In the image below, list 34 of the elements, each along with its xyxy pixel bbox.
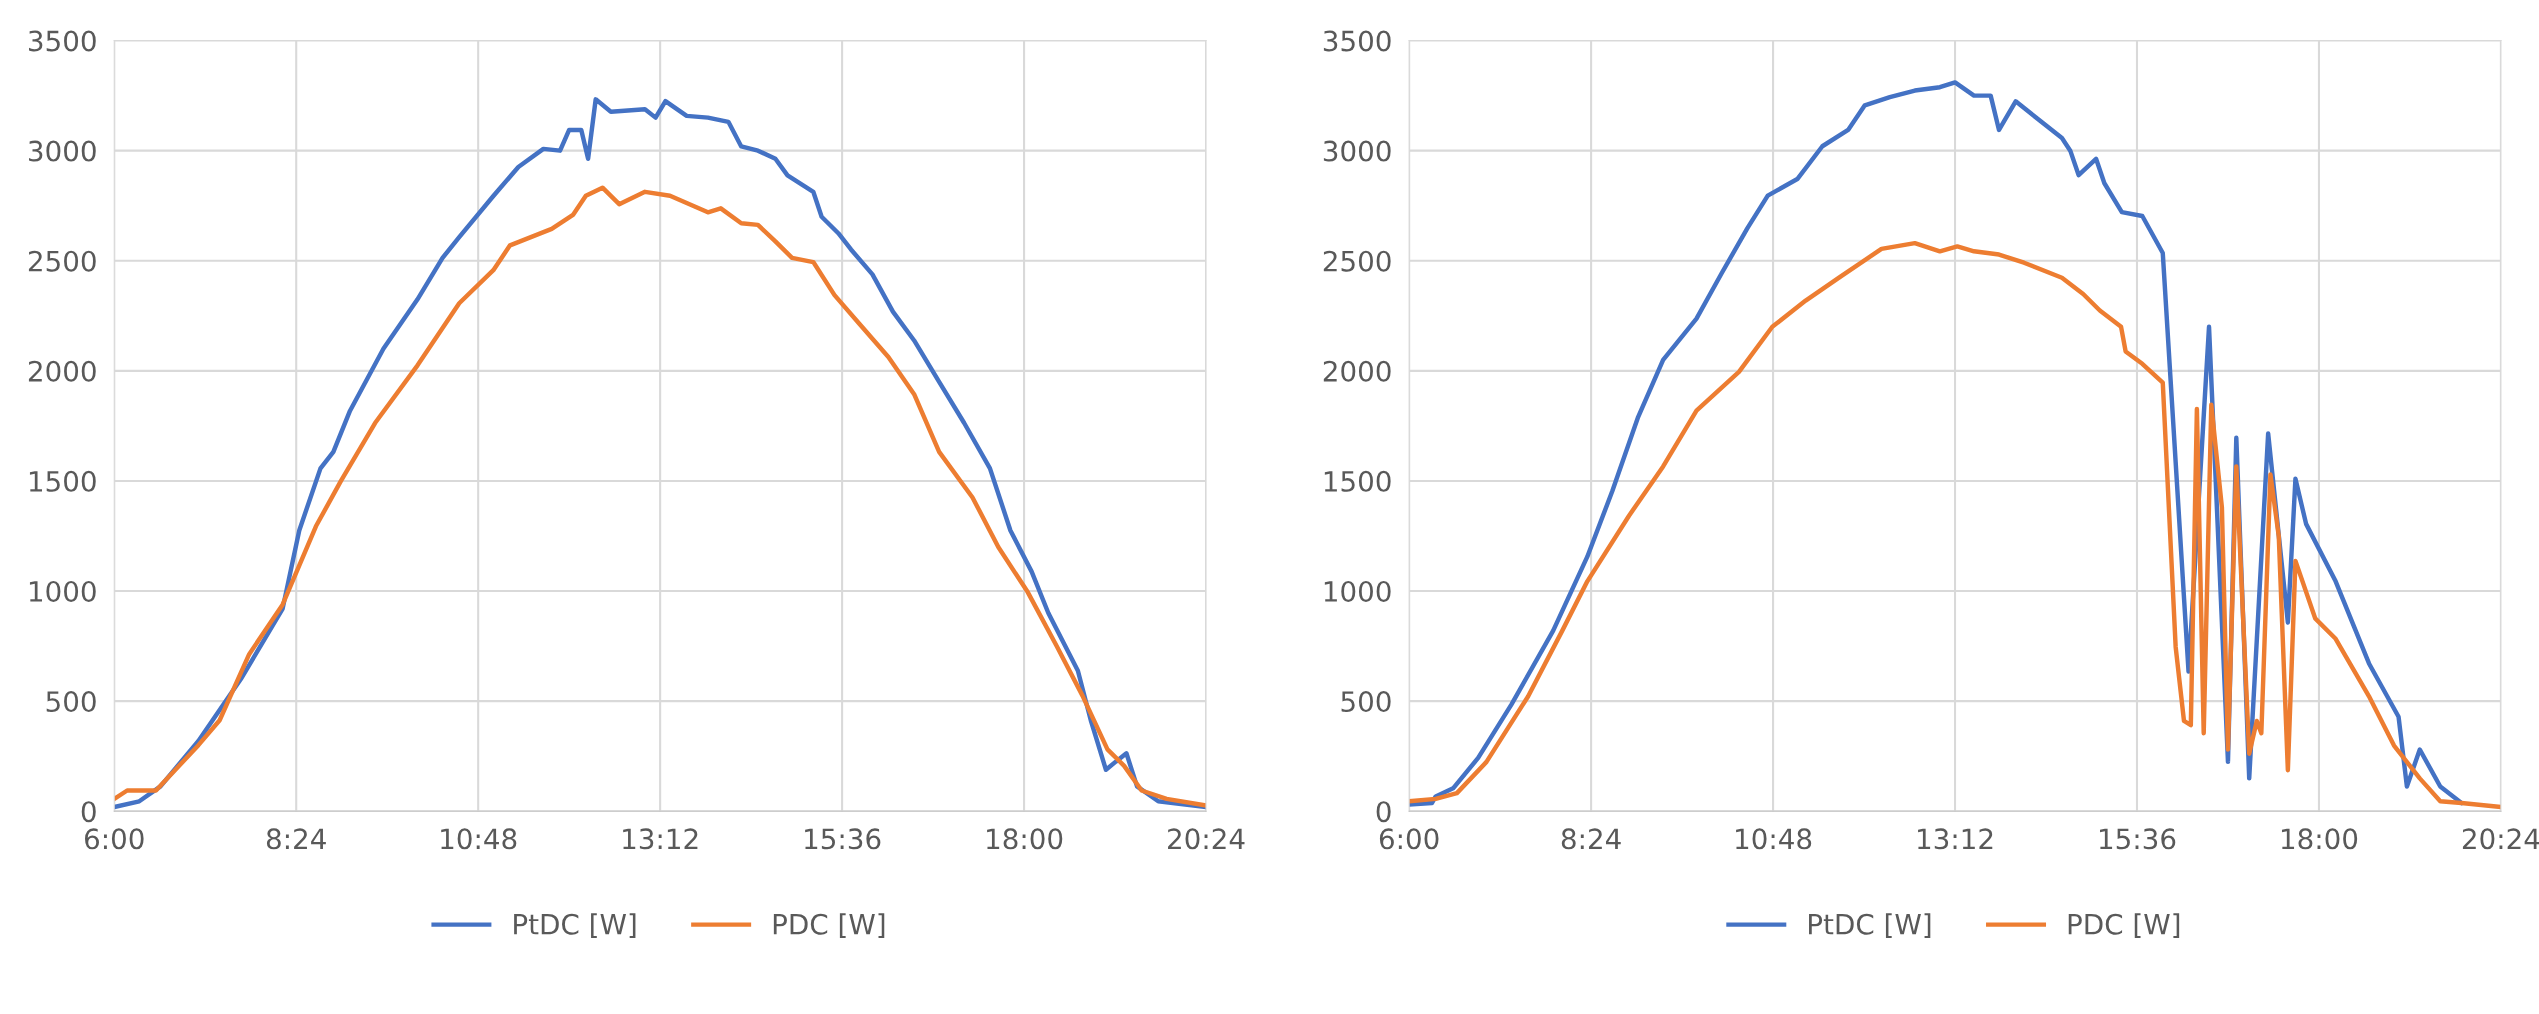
- y-tick-label: 0: [81, 801, 96, 823]
- y-tick-label: 0: [1376, 801, 1391, 823]
- y-tick-label: 500: [46, 691, 96, 713]
- y-tick-label: 3000: [1323, 140, 1391, 162]
- y-tick-label: 500: [1341, 691, 1391, 713]
- y-tick-label: 3500: [1323, 30, 1391, 52]
- y-tick-label: 1000: [29, 580, 96, 602]
- y-tick-label: 1000: [1324, 580, 1391, 602]
- y-tick-label: 2500: [28, 250, 96, 272]
- x-tick-label: 18:00: [2281, 828, 2358, 850]
- y-tick-label: 3500: [29, 30, 96, 52]
- x-tick-label: 13:12: [623, 828, 698, 850]
- x-tick-label: 8:24: [1561, 828, 1621, 850]
- x-tick-label: 6:00: [85, 828, 144, 850]
- legend-label: PtDC [W]: [1809, 913, 1931, 939]
- x-tick-label: 20:24: [2462, 828, 2539, 850]
- y-tick-label: 2500: [1323, 250, 1391, 272]
- x-tick-label: 18:00: [987, 828, 1063, 850]
- legend-label: PDC [W]: [773, 913, 885, 939]
- x-tick-label: 6:00: [1379, 828, 1439, 850]
- x-tick-label: 8:24: [266, 828, 326, 850]
- legend-label: PDC [W]: [2068, 913, 2180, 939]
- y-tick-label: 2000: [28, 360, 96, 382]
- x-tick-label: 15:36: [805, 828, 881, 850]
- x-tick-label: 13:12: [1918, 828, 1993, 850]
- x-tick-label: 10:48: [1736, 828, 1812, 850]
- y-tick-label: 3000: [29, 140, 96, 162]
- x-tick-label: 10:48: [441, 828, 517, 850]
- x-tick-label: 15:36: [2100, 828, 2176, 850]
- y-tick-label: 1500: [1324, 470, 1391, 492]
- y-tick-label: 1500: [29, 470, 96, 492]
- legend-label: PtDC [W]: [514, 913, 636, 939]
- y-tick-label: 2000: [1323, 360, 1391, 382]
- x-tick-label: 20:24: [1168, 828, 1245, 850]
